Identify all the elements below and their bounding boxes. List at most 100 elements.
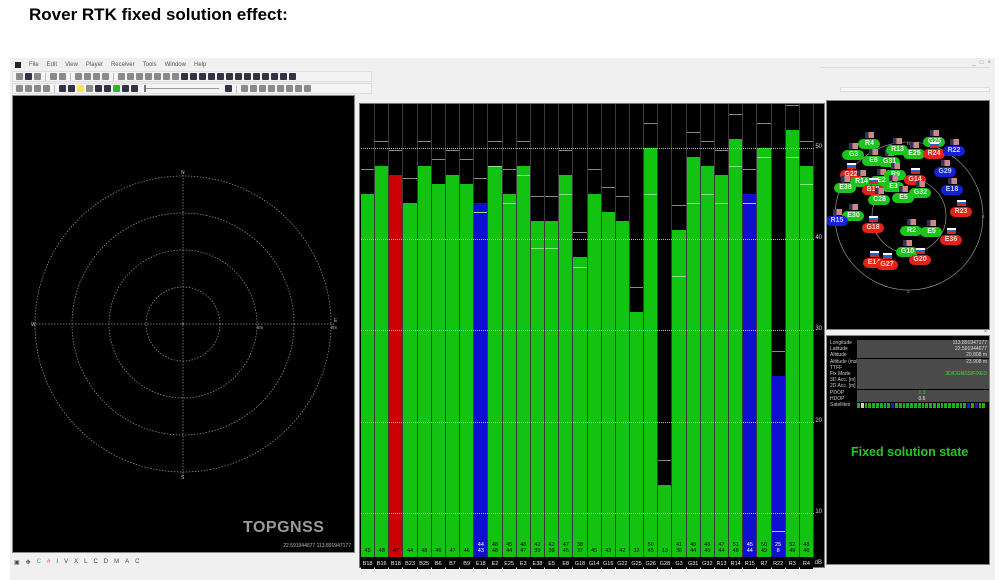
minimize-button[interactable]: _	[972, 60, 976, 66]
satellite-marker[interactable]: G18	[862, 223, 884, 233]
goto-end-icon[interactable]	[225, 85, 232, 92]
satellite-marker[interactable]: C28	[868, 195, 890, 205]
menu-receiver[interactable]: Receiver	[110, 61, 135, 68]
menu-window[interactable]: Window	[164, 61, 186, 68]
playback-slider[interactable]	[144, 85, 219, 92]
baudrate-dropdown[interactable]	[25, 85, 32, 92]
satellite-marker[interactable]: G3	[842, 150, 864, 160]
satellite-marker[interactable]: R15	[827, 216, 848, 226]
properties-icon[interactable]: ▣	[14, 559, 20, 566]
color-c-icon[interactable]: C	[36, 559, 42, 565]
tool-m[interactable]: M	[114, 559, 120, 565]
satellite-marker[interactable]: E36	[940, 235, 962, 245]
receiver-icon[interactable]	[118, 73, 125, 80]
satellite-marker[interactable]: G14	[904, 175, 926, 185]
settings-icon[interactable]	[102, 73, 109, 80]
tool-v[interactable]: V	[64, 559, 69, 565]
deviation-icon[interactable]	[235, 73, 242, 80]
satellite-marker[interactable]: G10	[896, 247, 918, 257]
fast-forward-icon[interactable]	[122, 85, 129, 92]
menu-player[interactable]: Player	[85, 61, 103, 68]
cut-icon[interactable]	[75, 73, 82, 80]
satellite-marker[interactable]: B18	[862, 185, 884, 195]
satellite-marker[interactable]: E38	[834, 183, 856, 193]
new-file-icon[interactable]	[16, 73, 23, 80]
menu-edit[interactable]: Edit	[46, 61, 58, 68]
satellite-marker[interactable]: G31	[878, 157, 900, 167]
layout-icon[interactable]	[259, 85, 266, 92]
view-icon[interactable]	[145, 73, 152, 80]
table-view-icon[interactable]	[226, 73, 233, 80]
satellite-marker[interactable]: E5	[920, 227, 942, 237]
menu-file[interactable]: File	[29, 61, 39, 68]
deviation-map-panel[interactable]: N S W E 5m 8m TOPGNSS 22.591944677 113.8…	[12, 95, 355, 553]
satellite-marker[interactable]: R2	[900, 226, 922, 236]
database-icon[interactable]	[127, 73, 134, 80]
step-back-icon[interactable]	[95, 85, 102, 92]
satellite-marker[interactable]: E14	[863, 258, 885, 268]
window-icon[interactable]	[163, 73, 170, 80]
connect-icon[interactable]	[43, 85, 50, 92]
menu-view[interactable]: View	[65, 61, 78, 68]
save-icon[interactable]	[25, 73, 32, 80]
satellite-marker[interactable]: G27	[876, 260, 898, 270]
satellite-marker[interactable]: G20	[909, 255, 931, 265]
satellite-marker[interactable]: R4	[858, 139, 880, 149]
export-icon[interactable]	[136, 73, 143, 80]
autobaud-icon[interactable]	[34, 85, 41, 92]
satellite-marker[interactable]: R13	[886, 145, 908, 155]
message-view-icon[interactable]	[262, 73, 269, 80]
layout-icon[interactable]	[268, 85, 275, 92]
satellite-marker[interactable]: R22	[943, 146, 965, 156]
satellite-marker[interactable]: E8	[862, 156, 884, 166]
map-icon[interactable]	[208, 73, 215, 80]
camera-icon[interactable]	[280, 73, 287, 80]
layout-icon[interactable]	[250, 85, 257, 92]
print-icon[interactable]	[50, 73, 57, 80]
tool-x[interactable]: X	[74, 559, 79, 565]
com-port-dropdown[interactable]	[16, 85, 23, 92]
satellite-marker[interactable]: R14	[850, 177, 872, 187]
tool-c[interactable]: C	[93, 559, 98, 565]
layout-icon[interactable]	[241, 85, 248, 92]
close-button[interactable]: ×	[987, 60, 991, 66]
move-icon[interactable]: ✥	[25, 559, 31, 566]
satellite-marker[interactable]: E5	[892, 193, 914, 203]
tool-l[interactable]: L	[84, 559, 88, 565]
open-icon[interactable]	[34, 73, 41, 80]
docking-icon[interactable]	[289, 73, 296, 80]
gear-icon[interactable]	[295, 85, 302, 92]
satellite-marker[interactable]: E18	[941, 185, 963, 195]
view-icon[interactable]	[154, 73, 161, 80]
satellite-marker[interactable]: R23	[950, 207, 972, 217]
tool-d[interactable]: D	[103, 559, 109, 565]
statistics-icon[interactable]	[271, 73, 278, 80]
window-icon[interactable]	[172, 73, 179, 80]
layout-icon[interactable]	[277, 85, 284, 92]
satellite-marker[interactable]: R24	[923, 149, 945, 159]
tool-a[interactable]: A	[125, 559, 130, 565]
print-preview-icon[interactable]	[59, 73, 66, 80]
play-icon[interactable]	[113, 85, 120, 92]
gear-icon[interactable]	[286, 85, 293, 92]
sky-view-panel[interactable]: N S W E R4G3E8G31R13E25G25R24R22G29G22R1…	[826, 100, 990, 330]
record-dot-icon[interactable]	[86, 85, 93, 92]
maximize-button[interactable]: □	[979, 60, 984, 66]
menu-help[interactable]: Help	[193, 61, 207, 68]
stop-icon[interactable]	[68, 85, 75, 92]
packet-console-icon[interactable]	[244, 73, 251, 80]
paste-icon[interactable]	[93, 73, 100, 80]
tool-i[interactable]: I	[56, 559, 59, 565]
chart-icon[interactable]	[190, 73, 197, 80]
step-forward-icon[interactable]	[104, 85, 111, 92]
record-icon[interactable]	[77, 85, 84, 92]
mdi-scrollbar[interactable]	[840, 87, 990, 92]
grid-icon[interactable]: #	[47, 559, 51, 565]
menu-tools[interactable]: Tools	[142, 61, 157, 68]
skip-end-icon[interactable]	[131, 85, 138, 92]
gear-icon[interactable]	[304, 85, 311, 92]
satellite-marker[interactable]: E25	[903, 149, 925, 159]
chart-icon[interactable]	[199, 73, 206, 80]
sky-view-icon[interactable]	[217, 73, 224, 80]
panel-close-icon[interactable]: ×	[984, 329, 987, 335]
